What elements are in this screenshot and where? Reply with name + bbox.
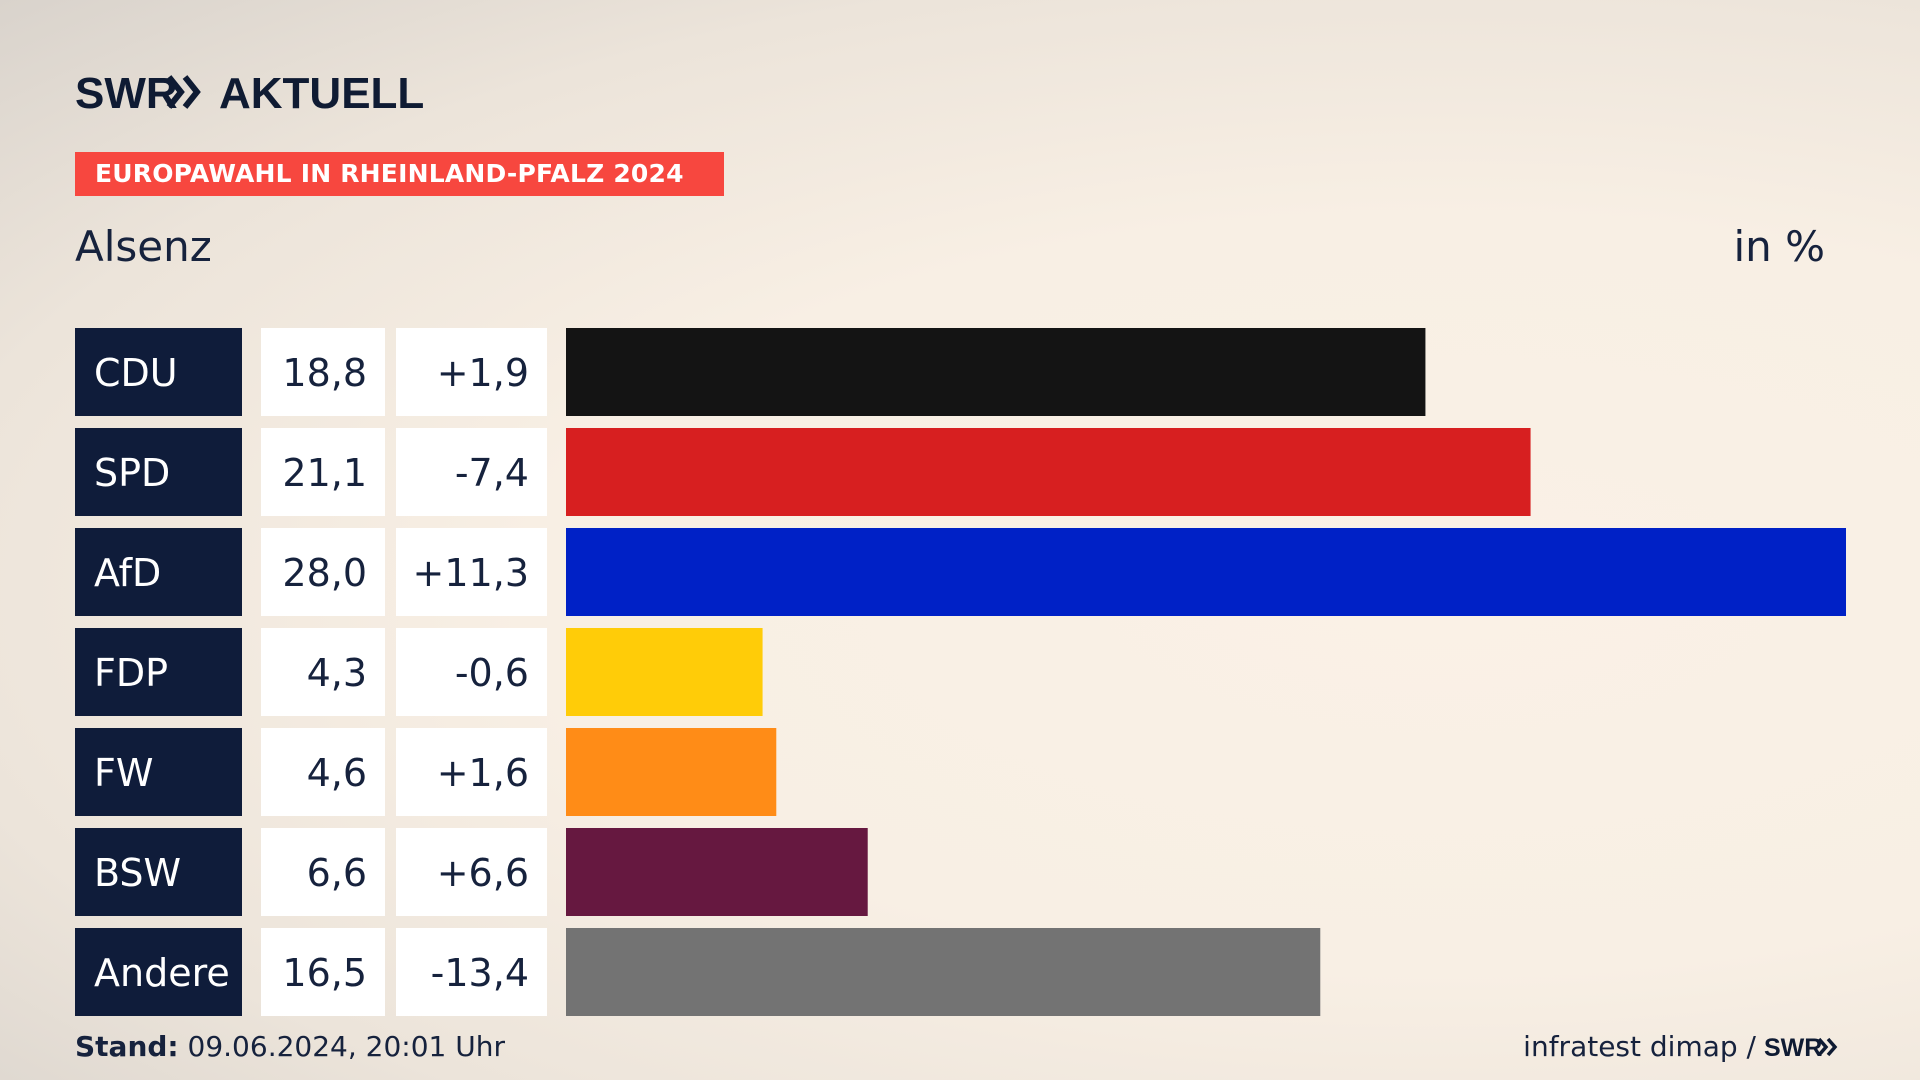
party-label-andere: Andere [94,951,230,995]
value-label-cdu: 18,8 [282,351,367,395]
change-box-spd [396,428,547,516]
bar-afd [566,528,1846,616]
party-label-fdp: FDP [94,651,168,695]
value-label-andere: 16,5 [282,951,367,995]
party-label-box-spd [75,428,242,516]
party-label-spd: SPD [94,451,170,495]
value-label-fdp: 4,3 [307,651,367,695]
bar-cdu [566,328,1426,416]
value-box-fdp [261,628,385,716]
footer-swr-text: SWR [1764,1034,1822,1060]
change-label-fw: +1,6 [437,751,529,795]
unit-label: in % [1733,222,1825,271]
source-credit: infratest dimap / SWR [1523,1030,1844,1063]
change-box-afd [396,528,547,616]
bar-bsw [566,828,868,916]
change-label-afd: +11,3 [413,551,529,595]
value-label-bsw: 6,6 [307,851,367,895]
party-label-afd: AfD [94,551,161,595]
bar-fw [566,728,777,816]
stand-value: 09.06.2024, 20:01 Uhr [187,1030,505,1063]
value-box-spd [261,428,385,516]
party-label-box-bsw [75,828,242,916]
row-bsw: BSW 6,6 +6,6 [75,828,868,916]
value-label-afd: 28,0 [282,551,367,595]
row-andere: Andere 16,5 -13,4 [75,928,1321,1016]
change-box-fdp [396,628,547,716]
value-box-andere [261,928,385,1016]
value-box-bsw [261,828,385,916]
party-label-box-fdp [75,628,242,716]
party-label-fw: FW [94,751,153,795]
timestamp: Stand: 09.06.2024, 20:01 Uhr [75,1030,505,1063]
change-label-bsw: +6,6 [437,851,529,895]
chevron-double-right-icon [1817,1037,1838,1056]
change-box-fw [396,728,547,816]
value-label-spd: 21,1 [282,451,367,495]
swr-aktuell-logo-graphic: SWR AKTUELL [75,69,424,116]
party-label-bsw: BSW [94,851,181,895]
swr-aktuell-logo: SWR AKTUELL [75,68,435,116]
row-spd: SPD 21,1 -7,4 [75,428,1531,516]
value-box-afd [261,528,385,616]
value-box-fw [261,728,385,816]
bar-spd [566,428,1531,516]
change-label-andere: -13,4 [431,951,529,995]
swr-footer-logo: SWR [1764,1034,1838,1060]
party-label-cdu: CDU [94,351,178,395]
value-box-cdu [261,328,385,416]
place-title: Alsenz [75,222,212,271]
logo-swr-text: SWR [75,69,178,116]
bar-andere [566,928,1321,1016]
logo-aktuell-text: AKTUELL [219,69,424,116]
party-label-box-andere [75,928,242,1016]
bar-fdp [566,628,763,716]
election-badge: EUROPAWAHL IN RHEINLAND-PFALZ 2024 [75,152,724,196]
row-fdp: FDP 4,3 -0,6 [75,628,763,716]
party-label-box-fw [75,728,242,816]
party-label-box-afd [75,528,242,616]
stand-label: Stand: [75,1030,179,1063]
source-text: infratest dimap / [1523,1030,1756,1063]
change-label-fdp: -0,6 [455,651,529,695]
party-label-box-cdu [75,328,242,416]
chevron-double-right-icon [166,75,201,109]
change-box-bsw [396,828,547,916]
row-fw: FW 4,6 +1,6 [75,728,777,816]
change-label-cdu: +1,9 [437,351,529,395]
row-afd: AfD 28,0 +11,3 [75,528,1846,616]
value-label-fw: 4,6 [307,751,367,795]
row-cdu: CDU 18,8 +1,9 [75,328,1426,416]
change-box-cdu [396,328,547,416]
change-box-andere [396,928,547,1016]
change-label-spd: -7,4 [455,451,529,495]
